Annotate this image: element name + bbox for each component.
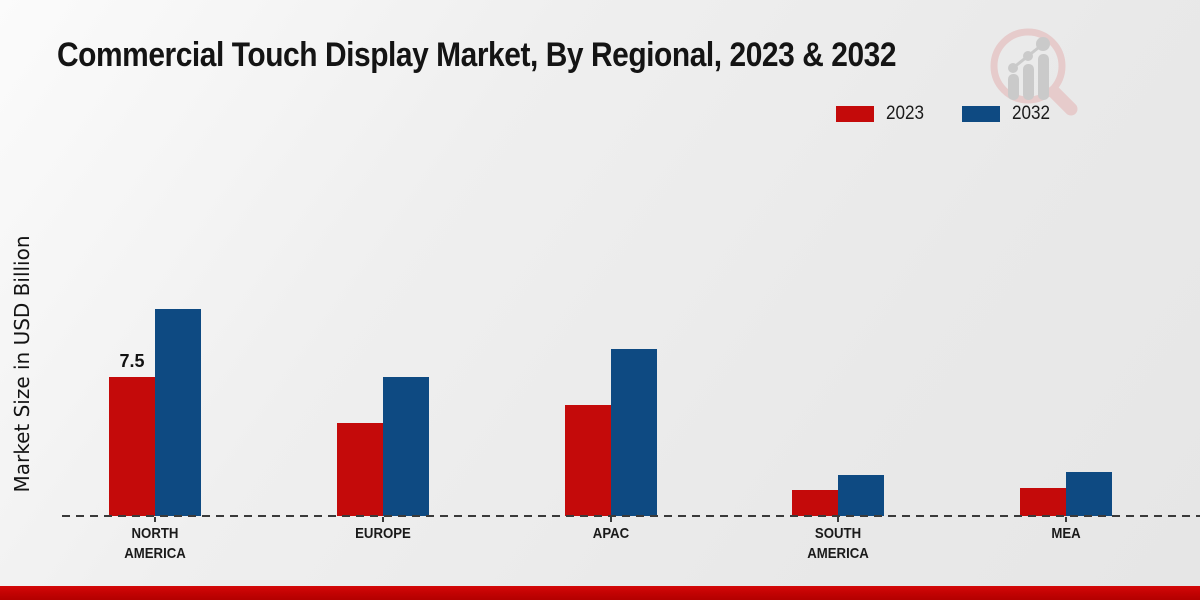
- bar-2023-apac: [564, 405, 611, 516]
- bar-2032-europe: [382, 377, 429, 516]
- bar-2032-north-america: [155, 309, 201, 516]
- bar-2023-north-america: [109, 377, 155, 516]
- bar-2032-south-america: [838, 475, 885, 516]
- bar-2023-south-america: [792, 490, 839, 516]
- chart-title: Commercial Touch Display Market, By Regi…: [57, 36, 897, 74]
- x-axis-label-mea: MEA: [1051, 525, 1081, 542]
- x-axis-tick-north-america: [154, 517, 156, 522]
- legend-label-2023: 2023: [886, 103, 925, 124]
- bar-2032-apac: [610, 349, 657, 516]
- data-label-2023-north-america: 7.5: [119, 351, 145, 371]
- x-axis-label-apac: APAC: [592, 525, 629, 542]
- x-axis-tick-europe: [381, 517, 384, 522]
- legend: 2023 2032: [836, 103, 1055, 125]
- magnifier-bar-chart-logo-icon: [990, 28, 1078, 116]
- x-axis-tick-south-america: [837, 517, 840, 522]
- legend-item-2032: 2032: [962, 103, 1054, 125]
- x-axis-label-europe: EUROPE: [354, 525, 411, 542]
- legend-swatch-2032: [962, 106, 1001, 122]
- x-axis-label-south-america: SOUTH AMERICA: [807, 525, 870, 563]
- bottom-accent-bar: [0, 586, 1200, 600]
- bar-2032-mea: [1066, 472, 1112, 516]
- bar-2023-mea: [1020, 488, 1066, 516]
- x-axis-tick-apac: [609, 517, 612, 522]
- bar-2023-europe: [336, 423, 383, 516]
- legend-item-2023: 2023: [836, 103, 928, 125]
- x-axis-label-north-america: NORTH AMERICA: [124, 525, 186, 563]
- legend-label-2032: 2032: [1012, 103, 1051, 124]
- x-axis-tick-mea: [1065, 517, 1067, 522]
- legend-swatch-2023: [836, 106, 874, 122]
- x-axis-baseline: [62, 515, 1200, 517]
